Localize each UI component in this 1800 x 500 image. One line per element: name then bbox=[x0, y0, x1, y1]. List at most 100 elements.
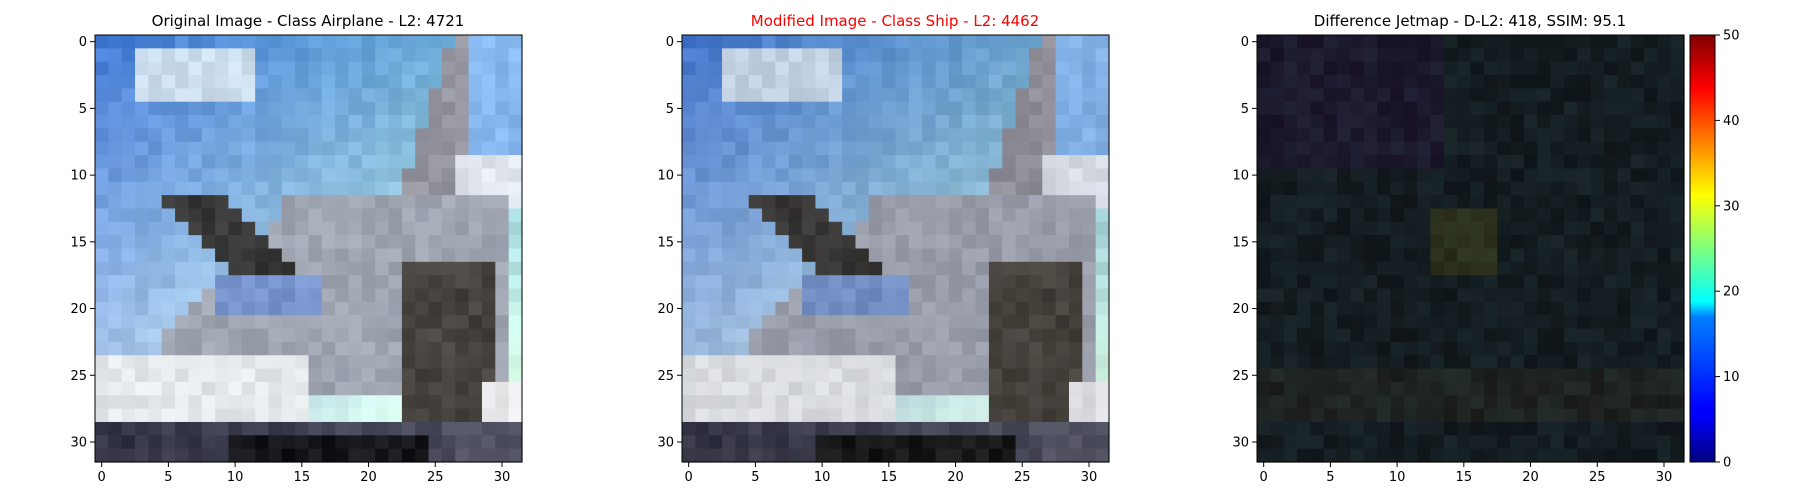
pixel-cell bbox=[321, 381, 336, 396]
pixel-cell bbox=[1563, 355, 1578, 370]
pixel-cell bbox=[1470, 155, 1485, 170]
pixel-cell bbox=[175, 195, 189, 210]
pixel-cell bbox=[321, 288, 336, 303]
pixel-cell bbox=[935, 301, 950, 316]
pixel-cell bbox=[1270, 395, 1285, 410]
pixel-cell bbox=[135, 235, 149, 250]
pixel-cell bbox=[882, 115, 897, 129]
pixel-cell bbox=[802, 155, 817, 170]
pixel-cell bbox=[1630, 101, 1645, 116]
pixel-cell bbox=[1377, 448, 1392, 463]
pixel-cell bbox=[1270, 355, 1285, 370]
pixel-cell bbox=[255, 288, 270, 303]
pixel-cell bbox=[1390, 181, 1405, 196]
pixel-cell bbox=[175, 248, 189, 263]
pixel-cell bbox=[988, 75, 1003, 89]
pixel-cell bbox=[815, 75, 830, 89]
pixel-cell bbox=[228, 88, 243, 103]
pixel-cell bbox=[1630, 128, 1645, 143]
pixel-cell bbox=[1283, 381, 1298, 396]
pixel-cell bbox=[815, 101, 830, 116]
pixel-cell bbox=[335, 275, 350, 290]
pixel-cell bbox=[401, 301, 416, 316]
pixel-cell bbox=[1015, 288, 1030, 303]
pixel-cell bbox=[802, 128, 817, 143]
pixel-cell bbox=[415, 315, 430, 330]
pixel-cell bbox=[148, 421, 163, 436]
pixel-cell bbox=[1028, 275, 1043, 290]
pixel-cell bbox=[682, 421, 696, 436]
pixel-cell bbox=[388, 88, 403, 103]
pixel-cell bbox=[1323, 395, 1338, 410]
pixel-cell bbox=[121, 395, 136, 410]
pixel-cell bbox=[321, 395, 336, 410]
y-tick-label: 15 bbox=[657, 235, 674, 250]
pixel-cell bbox=[1350, 261, 1365, 276]
pixel-cell bbox=[1443, 288, 1458, 303]
pixel-cell bbox=[842, 101, 857, 116]
pixel-cell bbox=[1270, 155, 1285, 170]
pixel-cell bbox=[201, 395, 216, 410]
pixel-cell bbox=[428, 35, 443, 49]
pixel-cell bbox=[495, 381, 510, 396]
pixel-cell bbox=[1323, 315, 1338, 330]
pixel-cell bbox=[735, 101, 750, 116]
pixel-cell bbox=[308, 355, 323, 370]
pixel-cell bbox=[1257, 408, 1271, 423]
pixel-cell bbox=[1082, 181, 1097, 196]
pixel-cell bbox=[935, 181, 950, 196]
pixel-cell bbox=[828, 328, 843, 343]
pixel-cell bbox=[388, 195, 403, 210]
pixel-cell bbox=[1095, 141, 1110, 156]
pixel-cell bbox=[1470, 435, 1485, 450]
pixel-cell bbox=[1630, 155, 1645, 170]
pixel-cell bbox=[455, 328, 470, 343]
pixel-cell bbox=[241, 48, 256, 63]
pixel-cell bbox=[135, 301, 149, 316]
pixel-cell bbox=[348, 261, 363, 276]
pixel-cell bbox=[1310, 395, 1325, 410]
pixel-cell bbox=[935, 88, 950, 103]
pixel-cell bbox=[1537, 35, 1552, 49]
pixel-cell bbox=[108, 421, 123, 436]
pixel-cell bbox=[1363, 408, 1378, 423]
pixel-cell bbox=[695, 61, 710, 76]
pixel-cell bbox=[682, 75, 696, 89]
pixel-cell bbox=[708, 141, 723, 156]
pixel-cell bbox=[895, 275, 910, 290]
pixel-cell bbox=[95, 435, 109, 450]
pixel-cell bbox=[695, 75, 710, 89]
pixel-cell bbox=[201, 341, 216, 356]
pixel-cell bbox=[468, 288, 483, 303]
pixel-cell bbox=[161, 195, 176, 210]
pixel-cell bbox=[975, 408, 990, 423]
pixel-cell bbox=[1257, 248, 1271, 263]
pixel-cell bbox=[975, 448, 990, 463]
pixel-cell bbox=[1068, 128, 1083, 143]
pixel-cell bbox=[1617, 141, 1632, 156]
pixel-cell bbox=[335, 315, 350, 330]
y-tick-label: 15 bbox=[70, 235, 87, 250]
pixel-cell bbox=[1297, 355, 1311, 370]
pixel-cell bbox=[1015, 75, 1030, 89]
pixel-cell bbox=[895, 288, 910, 303]
pixel-cell bbox=[1337, 248, 1351, 263]
pixel-cell bbox=[348, 341, 363, 356]
pixel-cell bbox=[281, 235, 296, 250]
pixel-cell bbox=[188, 381, 203, 396]
pixel-cell bbox=[1042, 341, 1057, 356]
pixel-cell bbox=[1470, 181, 1485, 196]
pixel-cell bbox=[135, 88, 149, 103]
pixel-cell bbox=[1283, 48, 1298, 63]
pixel-cell bbox=[228, 301, 243, 316]
pixel-cell bbox=[321, 115, 336, 129]
pixel-cell bbox=[1630, 435, 1645, 450]
pixel-cell bbox=[495, 235, 510, 250]
pixel-cell bbox=[428, 61, 443, 76]
pixel-cell bbox=[321, 355, 336, 370]
pixel-cell bbox=[1417, 235, 1432, 250]
pixel-cell bbox=[1377, 408, 1392, 423]
pixel-cell bbox=[1270, 301, 1285, 316]
pixel-cell bbox=[962, 75, 977, 89]
